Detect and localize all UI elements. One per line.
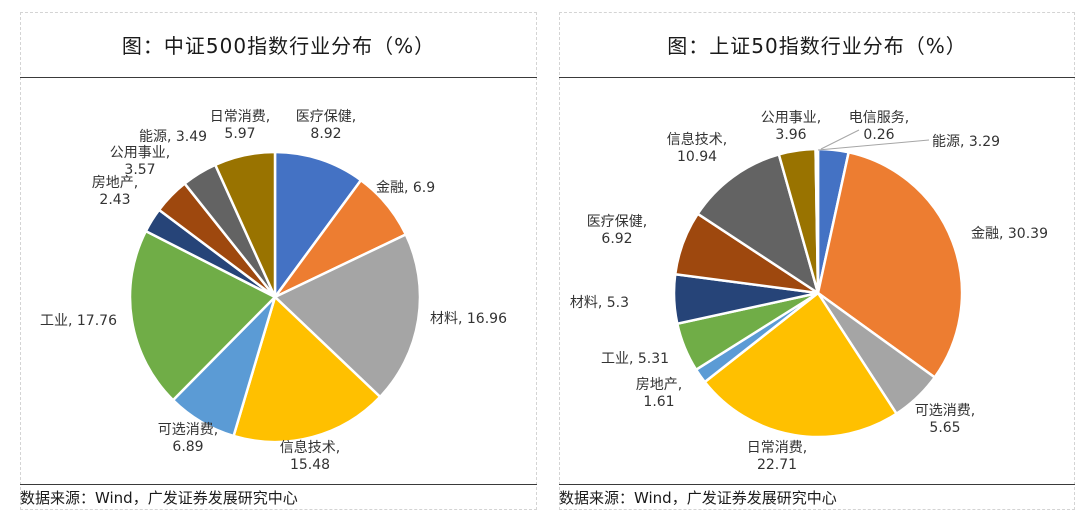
pie-chart-sse50: 能源, 3.29 金融, 30.39 可选消费, 5.65 日常消费, 22.71 房地产,…: [570, 110, 1048, 473]
chart-title: 图：中证500指数行业分布（%）: [121, 34, 436, 58]
source-note: 数据来源：Wind，广发证券发展研究中心: [20, 489, 298, 507]
chart-panel-csi500: 图：中证500指数行业分布（%） 医疗保健, 8.92 金融, 6.9 材料, 16.…: [20, 12, 537, 510]
pie-slice: [232, 294, 382, 444]
slice-label: 可选消费, 5.65: [915, 403, 975, 436]
slice-label: 电信服务, 0.26: [849, 110, 909, 143]
slice-label: 金融, 30.39: [971, 226, 1048, 242]
pie-slice: [814, 147, 820, 294]
slice-label: 公用事业, 3.57: [110, 145, 170, 178]
chart-title: 图：上证50指数行业分布（%）: [667, 34, 967, 58]
slice-label: 材料, 16.96: [430, 311, 507, 327]
pie-slice: [272, 232, 422, 399]
pie-slice: [703, 291, 899, 439]
source-divider: [20, 484, 537, 485]
slice-label: 信息技术, 15.48: [280, 439, 340, 473]
pie-chart-csi500: 医疗保健, 8.92 金融, 6.9 材料, 16.96 信息技术, 15.48 可选消费,…: [40, 109, 507, 473]
slice-label: 能源, 3.29: [932, 134, 1000, 150]
pie-slice: [273, 150, 363, 301]
slice-label: 房地产, 2.43: [92, 175, 138, 208]
panel-frame: [20, 12, 537, 510]
pie-slice: [816, 150, 964, 380]
source-note: 数据来源：Wind，广发证券发展研究中心: [559, 489, 837, 507]
slice-label: 工业, 17.76: [40, 313, 117, 329]
source-divider: [559, 484, 1075, 485]
slice-label: 可选消费, 6.89: [158, 422, 218, 455]
pie-slice: [213, 150, 277, 298]
title-divider: [559, 77, 1075, 78]
chart-panel-sse50: 图：上证50指数行业分布（%） 能源, 3.29 金融, 30.39 可选消费, 5.…: [559, 12, 1075, 510]
slice-label: 日常消费, 5.97: [210, 109, 270, 142]
slice-label: 工业, 5.31: [601, 351, 669, 367]
slice-label: 信息技术, 10.94: [667, 131, 727, 165]
slice-label: 材料, 5.3: [570, 295, 629, 311]
title-divider: [20, 77, 537, 78]
leader-line: [817, 139, 930, 151]
slice-label: 公用事业, 3.96: [761, 110, 821, 143]
pie-slice: [128, 229, 278, 402]
slice-label: 金融, 6.9: [376, 180, 435, 196]
slice-label: 医疗保健, 8.92: [296, 109, 356, 142]
slice-label: 能源, 3.49: [139, 129, 207, 145]
panel-frame: [559, 12, 1075, 510]
leader-line: [820, 129, 860, 150]
slice-label: 日常消费, 22.71: [747, 440, 807, 473]
slice-label: 医疗保健, 6.92: [587, 214, 647, 247]
slice-label: 房地产, 1.61: [636, 377, 682, 410]
